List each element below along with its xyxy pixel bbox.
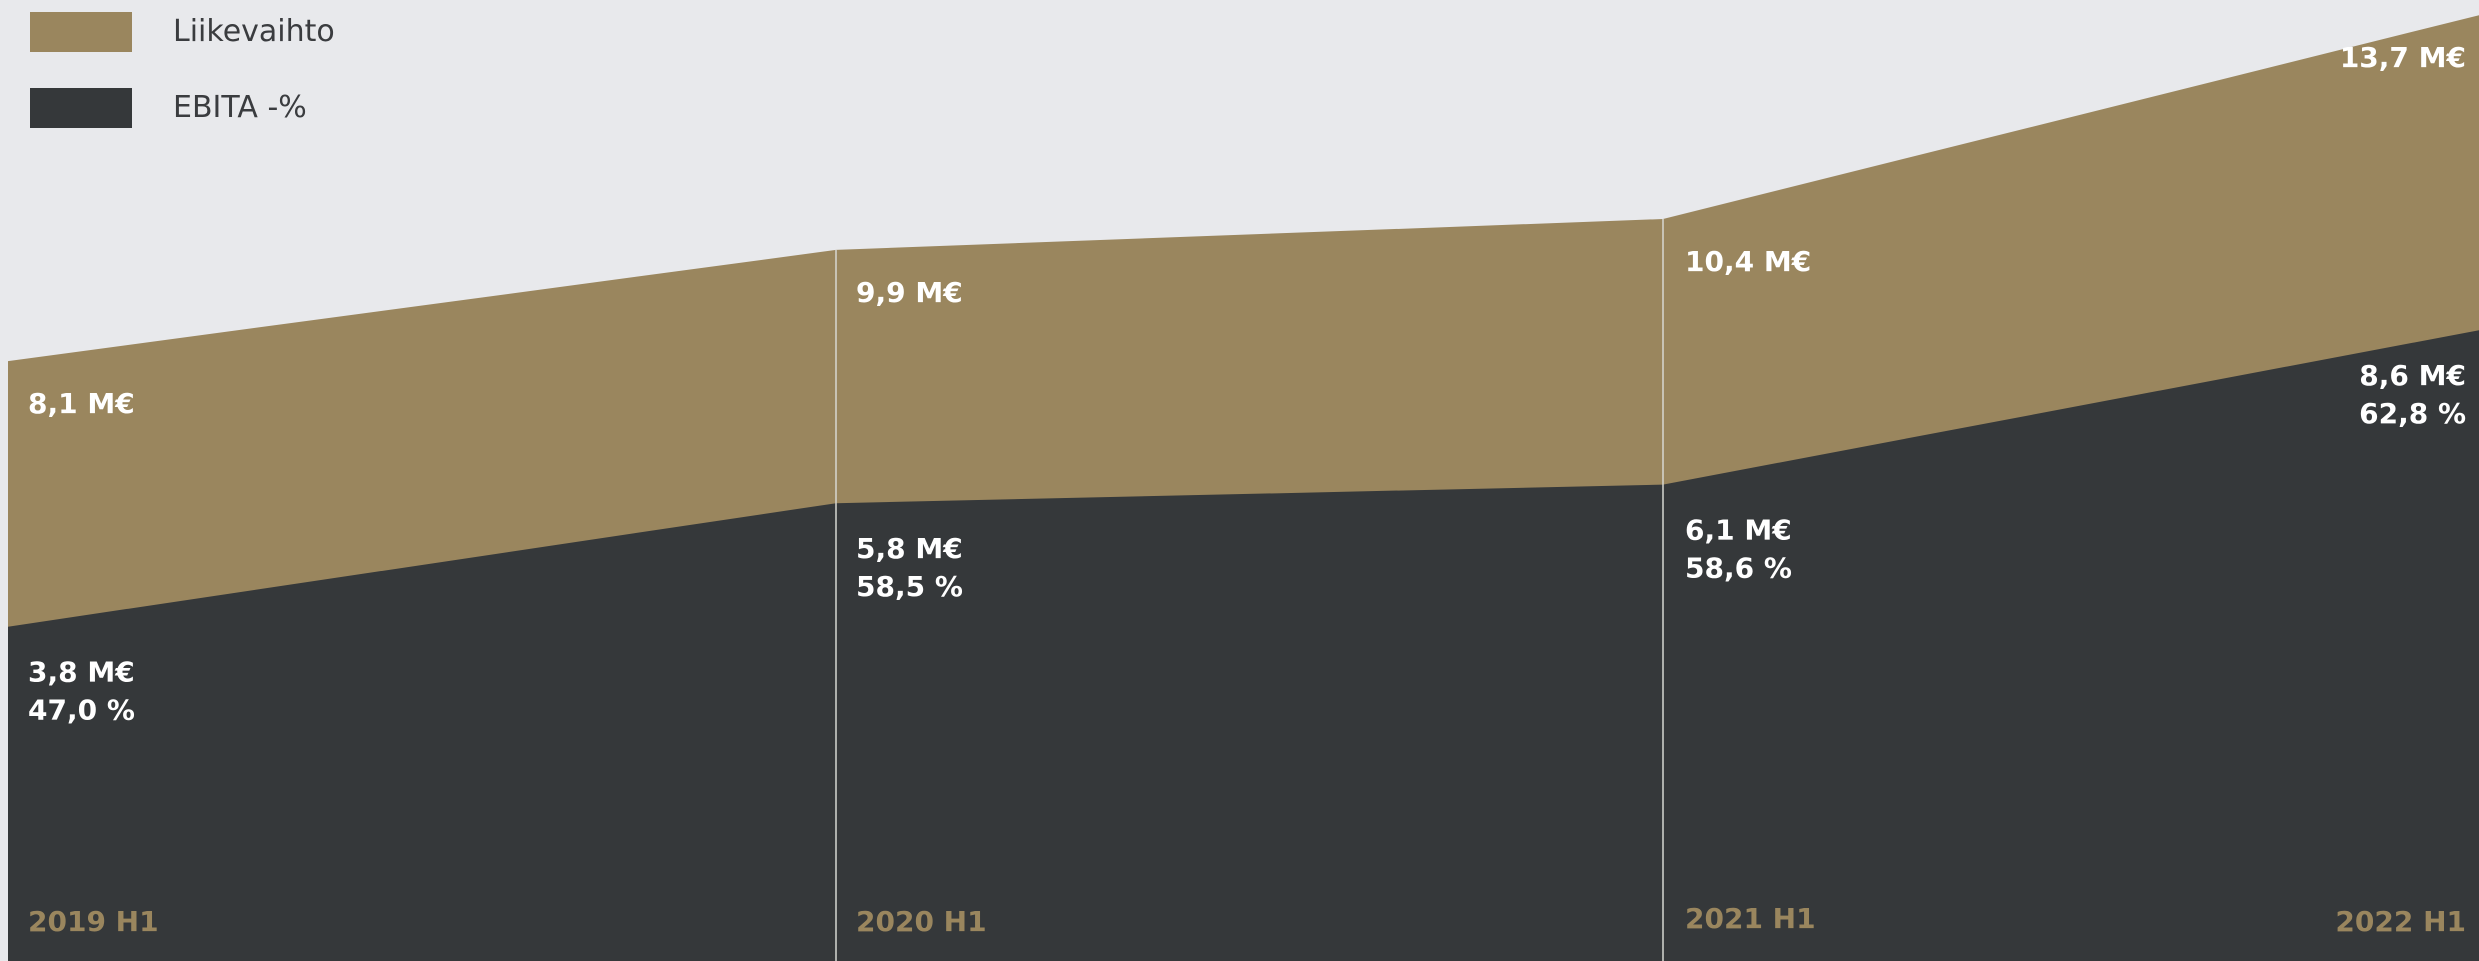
legend-label-ebita: EBITA -% [173,90,307,125]
legend-swatch-revenue [30,12,132,52]
series-area-ebita [8,330,2479,961]
data-label-ebita-percent-3: 62,8 % [2359,397,2466,430]
data-label-ebita-0: 3,8 M€ [28,656,135,689]
data-label-ebita-percent-0: 47,0 % [28,694,135,727]
data-label-revenue-0: 8,1 M€ [28,387,135,420]
data-label-ebita-percent-2: 58,6 % [1685,552,1792,585]
legend-item-revenue: Liikevaihto [30,10,430,86]
data-label-ebita-percent-1: 58,5 % [856,570,963,603]
legend: Liikevaihto EBITA -% [30,10,430,162]
legend-label-revenue: Liikevaihto [173,14,335,49]
legend-item-ebita: EBITA -% [30,86,430,162]
data-label-ebita-2: 6,1 M€ [1685,514,1792,547]
category-label-3: 2022 H1 [2335,905,2466,938]
data-label-revenue-3: 13,7 M€ [2340,41,2466,74]
category-label-1: 2020 H1 [856,905,987,938]
data-label-revenue-2: 10,4 M€ [1685,245,1811,278]
category-label-2: 2021 H1 [1685,902,1816,935]
legend-swatch-ebita [30,88,132,128]
data-label-revenue-1: 9,9 M€ [856,276,963,309]
data-label-ebita-1: 5,8 M€ [856,532,963,565]
category-label-0: 2019 H1 [28,905,159,938]
data-label-ebita-3: 8,6 M€ [2359,359,2466,392]
